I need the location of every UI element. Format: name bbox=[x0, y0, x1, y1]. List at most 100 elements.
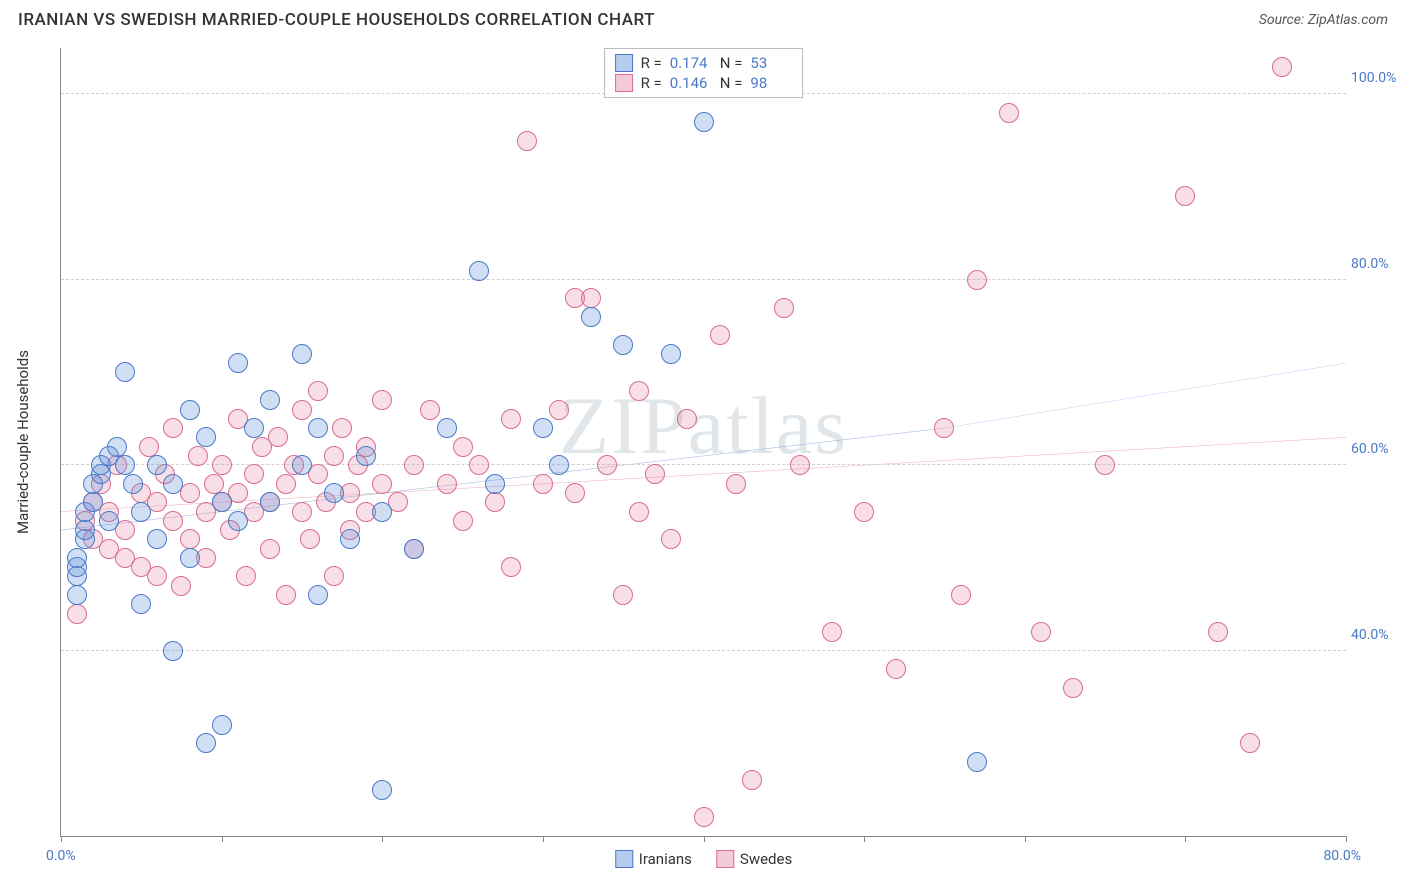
scatter-point bbox=[107, 437, 127, 457]
scatter-point bbox=[1240, 733, 1260, 753]
scatter-point bbox=[115, 455, 135, 475]
scatter-point bbox=[67, 604, 87, 624]
y-tick-label: 60.0% bbox=[1351, 441, 1401, 457]
source-name: ZipAtlas.com bbox=[1308, 12, 1388, 28]
scatter-point bbox=[292, 502, 312, 522]
scatter-point bbox=[485, 492, 505, 512]
scatter-point bbox=[597, 455, 617, 475]
n-value: 98 bbox=[750, 74, 792, 92]
scatter-point bbox=[196, 733, 216, 753]
scatter-point bbox=[1063, 678, 1083, 698]
scatter-point bbox=[276, 474, 296, 494]
scatter-point bbox=[236, 566, 256, 586]
scatter-point bbox=[1208, 622, 1228, 642]
scatter-point bbox=[694, 807, 714, 827]
scatter-point bbox=[453, 437, 473, 457]
scatter-point bbox=[188, 446, 208, 466]
series-legend: Iranians Swedes bbox=[615, 850, 792, 868]
scatter-point bbox=[774, 298, 794, 318]
legend-item: Iranians bbox=[615, 850, 692, 868]
legend-swatch bbox=[615, 74, 633, 92]
scatter-point bbox=[212, 455, 232, 475]
scatter-point bbox=[196, 427, 216, 447]
scatter-point bbox=[854, 502, 874, 522]
trendline-dashed bbox=[944, 363, 1346, 428]
scatter-point bbox=[308, 381, 328, 401]
scatter-point bbox=[661, 529, 681, 549]
scatter-point bbox=[99, 511, 119, 531]
scatter-point bbox=[147, 529, 167, 549]
scatter-point bbox=[268, 427, 288, 447]
scatter-point bbox=[260, 492, 280, 512]
scatter-point bbox=[404, 455, 424, 475]
scatter-point bbox=[886, 659, 906, 679]
x-tick bbox=[543, 836, 544, 842]
scatter-point bbox=[726, 474, 746, 494]
legend-swatch bbox=[615, 850, 633, 868]
scatter-point bbox=[437, 418, 457, 438]
scatter-point bbox=[147, 566, 167, 586]
scatter-point bbox=[340, 529, 360, 549]
x-tick bbox=[222, 836, 223, 842]
chart-container: Married-couple Households ZIPatlas R =0.… bbox=[0, 40, 1406, 892]
scatter-point bbox=[75, 520, 95, 540]
scatter-point bbox=[180, 548, 200, 568]
scatter-point bbox=[123, 474, 143, 494]
scatter-point bbox=[1175, 186, 1195, 206]
n-label: N = bbox=[720, 74, 743, 92]
scatter-point bbox=[485, 474, 505, 494]
n-value: 53 bbox=[750, 54, 792, 72]
x-tick bbox=[864, 836, 865, 842]
legend-item: Swedes bbox=[716, 850, 792, 868]
scatter-point bbox=[292, 455, 312, 475]
chart-title: IRANIAN VS SWEDISH MARRIED-COUPLE HOUSEH… bbox=[18, 10, 655, 30]
r-label: R = bbox=[641, 74, 662, 92]
scatter-point bbox=[822, 622, 842, 642]
x-tick bbox=[382, 836, 383, 842]
plot-area: Married-couple Households ZIPatlas R =0.… bbox=[60, 48, 1346, 837]
scatter-point bbox=[549, 400, 569, 420]
scatter-point bbox=[163, 418, 183, 438]
scatter-point bbox=[581, 288, 601, 308]
scatter-point bbox=[244, 464, 264, 484]
x-axis-min-label: 0.0% bbox=[46, 848, 76, 864]
x-tick bbox=[1346, 836, 1347, 842]
scatter-point bbox=[292, 400, 312, 420]
scatter-point bbox=[501, 557, 521, 577]
scatter-point bbox=[131, 594, 151, 614]
x-tick bbox=[1025, 836, 1026, 842]
scatter-point bbox=[372, 780, 392, 800]
scatter-point bbox=[131, 502, 151, 522]
scatter-point bbox=[742, 770, 762, 790]
gridline bbox=[61, 279, 1346, 280]
scatter-point bbox=[260, 539, 280, 559]
gridline bbox=[61, 650, 1346, 651]
scatter-point bbox=[292, 344, 312, 364]
x-axis-max-label: 80.0% bbox=[1323, 848, 1361, 864]
scatter-point bbox=[629, 381, 649, 401]
scatter-point bbox=[324, 446, 344, 466]
scatter-point bbox=[204, 474, 224, 494]
scatter-point bbox=[163, 641, 183, 661]
y-tick-label: 40.0% bbox=[1351, 627, 1401, 643]
n-label: N = bbox=[720, 54, 743, 72]
chart-header: IRANIAN VS SWEDISH MARRIED-COUPLE HOUSEH… bbox=[0, 0, 1406, 36]
scatter-point bbox=[171, 576, 191, 596]
stats-row: R =0.174N =53 bbox=[615, 53, 793, 73]
scatter-point bbox=[469, 455, 489, 475]
scatter-point bbox=[549, 455, 569, 475]
scatter-point bbox=[212, 715, 232, 735]
scatter-point bbox=[260, 390, 280, 410]
scatter-point bbox=[453, 511, 473, 531]
scatter-point bbox=[645, 464, 665, 484]
scatter-point bbox=[139, 437, 159, 457]
scatter-point bbox=[533, 474, 553, 494]
scatter-point bbox=[276, 585, 296, 605]
scatter-point bbox=[147, 455, 167, 475]
scatter-point bbox=[661, 344, 681, 364]
scatter-point bbox=[533, 418, 553, 438]
scatter-point bbox=[212, 492, 232, 512]
source-prefix: Source: bbox=[1259, 12, 1308, 28]
scatter-point bbox=[332, 418, 352, 438]
scatter-point bbox=[677, 409, 697, 429]
